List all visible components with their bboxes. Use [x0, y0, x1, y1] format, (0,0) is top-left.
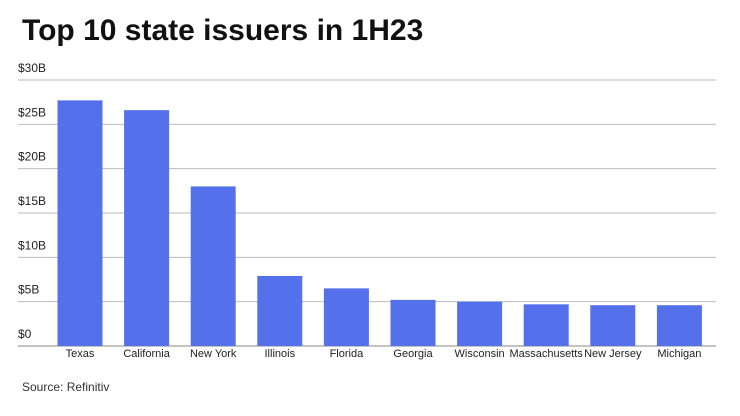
y-tick-label: $0 — [18, 327, 32, 341]
x-tick-label: Florida — [330, 348, 365, 360]
bar — [390, 299, 436, 346]
x-tick-label: New York — [190, 348, 237, 360]
y-tick-label: $10B — [18, 238, 46, 252]
y-tick-label: $20B — [18, 150, 46, 164]
x-tick-label: Illinois — [265, 348, 296, 360]
bar — [124, 110, 170, 346]
x-tick-label: Massachusetts — [510, 348, 584, 360]
bar — [656, 305, 702, 346]
x-tick-label: Georgia — [393, 348, 433, 360]
x-tick-label: New Jersey — [584, 348, 642, 360]
x-tick-label: Wisconsin — [455, 348, 505, 360]
bar — [590, 305, 636, 346]
bar — [457, 301, 503, 346]
x-tick-label: California — [123, 348, 170, 360]
y-tick-label: $25B — [18, 105, 46, 119]
bar — [323, 288, 369, 346]
bar — [57, 100, 103, 346]
y-tick-label: $30B — [18, 61, 46, 75]
x-tick-label: Michigan — [657, 348, 701, 360]
chart-title: Top 10 state issuers in 1H23 — [22, 14, 423, 47]
bar — [190, 186, 236, 346]
x-tick-label: Texas — [66, 348, 95, 360]
y-tick-label: $15B — [18, 194, 46, 208]
bar — [523, 304, 569, 346]
y-tick-label: $5B — [18, 283, 39, 297]
bar — [257, 275, 303, 346]
source-note: Source: Refinitiv — [22, 380, 109, 394]
